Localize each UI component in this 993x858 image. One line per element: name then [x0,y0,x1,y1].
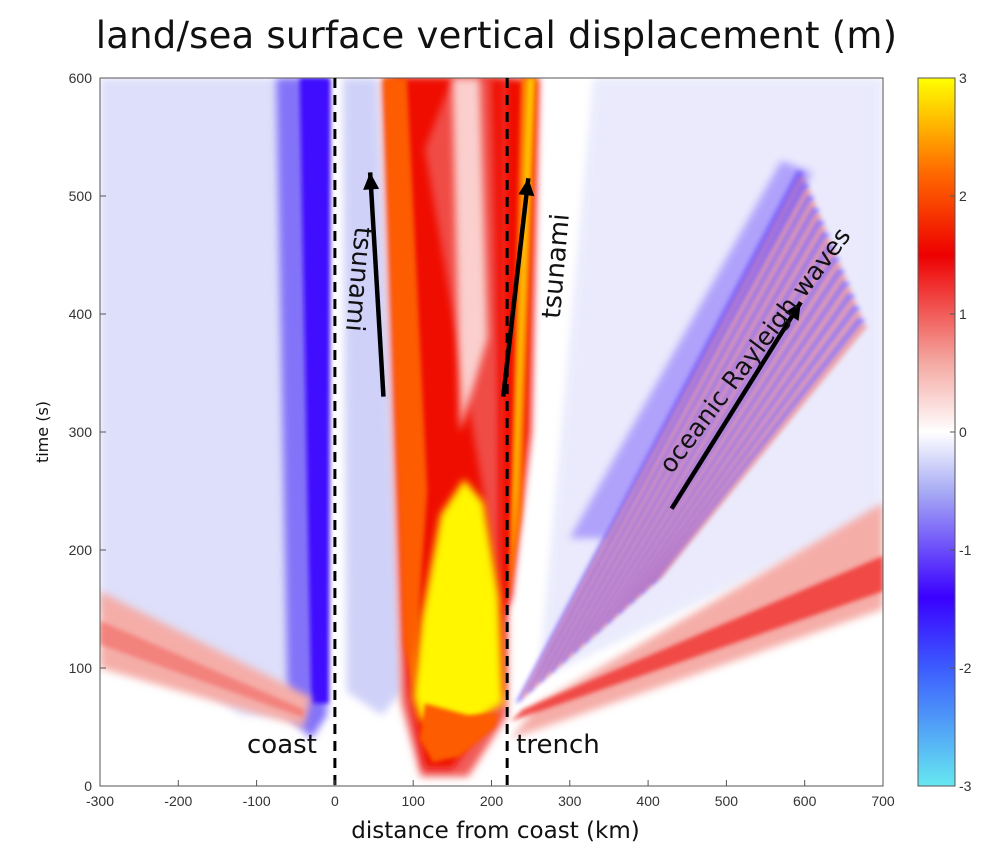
rayleigh-envelope [569,160,813,539]
x-axis-label: distance from coast (km) [351,818,639,844]
uplift-base [419,703,500,763]
x-tick-label: 0 [331,793,339,809]
y-tick-label: 100 [69,660,93,676]
colorbar-tick-label: 0 [959,424,967,440]
y-tick-label: 0 [84,778,92,794]
colorbar-tick-label: 3 [959,70,967,86]
annotation-arrowhead-1 [363,172,380,190]
colorbar-tick-label: 1 [959,306,967,322]
rayleigh-stripe [649,317,866,586]
seaward-seismic-crest [511,555,883,722]
colorbar-tick-label: -3 [959,778,972,794]
y-tick-label: 200 [69,542,93,558]
annotation-arrowhead-2 [518,178,535,197]
coast-gap [342,78,402,716]
colorbar-tick-label: 2 [959,188,967,204]
y-tick-label: 500 [69,188,93,204]
subsidence-core [299,78,331,704]
x-tick-label: 500 [715,793,739,809]
chart-title: land/sea surface vertical displacement (… [95,14,898,57]
rayleigh-stripe [643,311,864,591]
landward-seismic-crest [100,620,304,718]
annotation-arrow-1 [367,172,386,397]
colorbar: -3 -2 -1 0 1 2 3 [917,70,972,794]
annotation-arrowhead-3 [784,302,801,321]
x-axis: -300 -200 -100 0 100 200 300 400 500 600 700 distan… [86,780,895,844]
y-tick-label: 300 [69,424,93,440]
x-tick-label: 300 [558,793,582,809]
coast-label: coast [247,730,317,760]
rayleigh-stripe [638,305,861,596]
reference-lines: coast trench [247,78,600,786]
annotation-arrow-3 [669,301,803,510]
x-tick-label: -100 [243,793,271,809]
land-faint-negative [100,78,320,716]
colorbar-tick-label: -2 [959,660,972,676]
uplift-core [413,479,504,722]
x-tick-label: 700 [871,793,895,809]
x-tick-label: -300 [86,793,114,809]
y-axis-label: time (s) [33,401,52,463]
annotation-arrow-2 [501,178,531,397]
colorbar-scale [917,77,956,787]
trench-label: trench [516,730,600,760]
y-tick-label: 400 [69,306,93,322]
x-tick-label: -200 [164,793,192,809]
y-axis: 0 100 200 300 400 500 600 time (s) [33,70,106,794]
x-tick-label: 200 [480,793,504,809]
landward-tsunami-crest [383,78,428,692]
x-tick-label: 400 [636,793,660,809]
rayleigh-stripe [655,323,869,581]
displacement-field [100,78,883,777]
y-tick-label: 600 [69,70,93,86]
fan-interior-gap [452,78,488,432]
x-tick-label: 100 [402,793,426,809]
colorbar-tick-label: -1 [959,542,972,558]
x-tick-label: 600 [793,793,817,809]
